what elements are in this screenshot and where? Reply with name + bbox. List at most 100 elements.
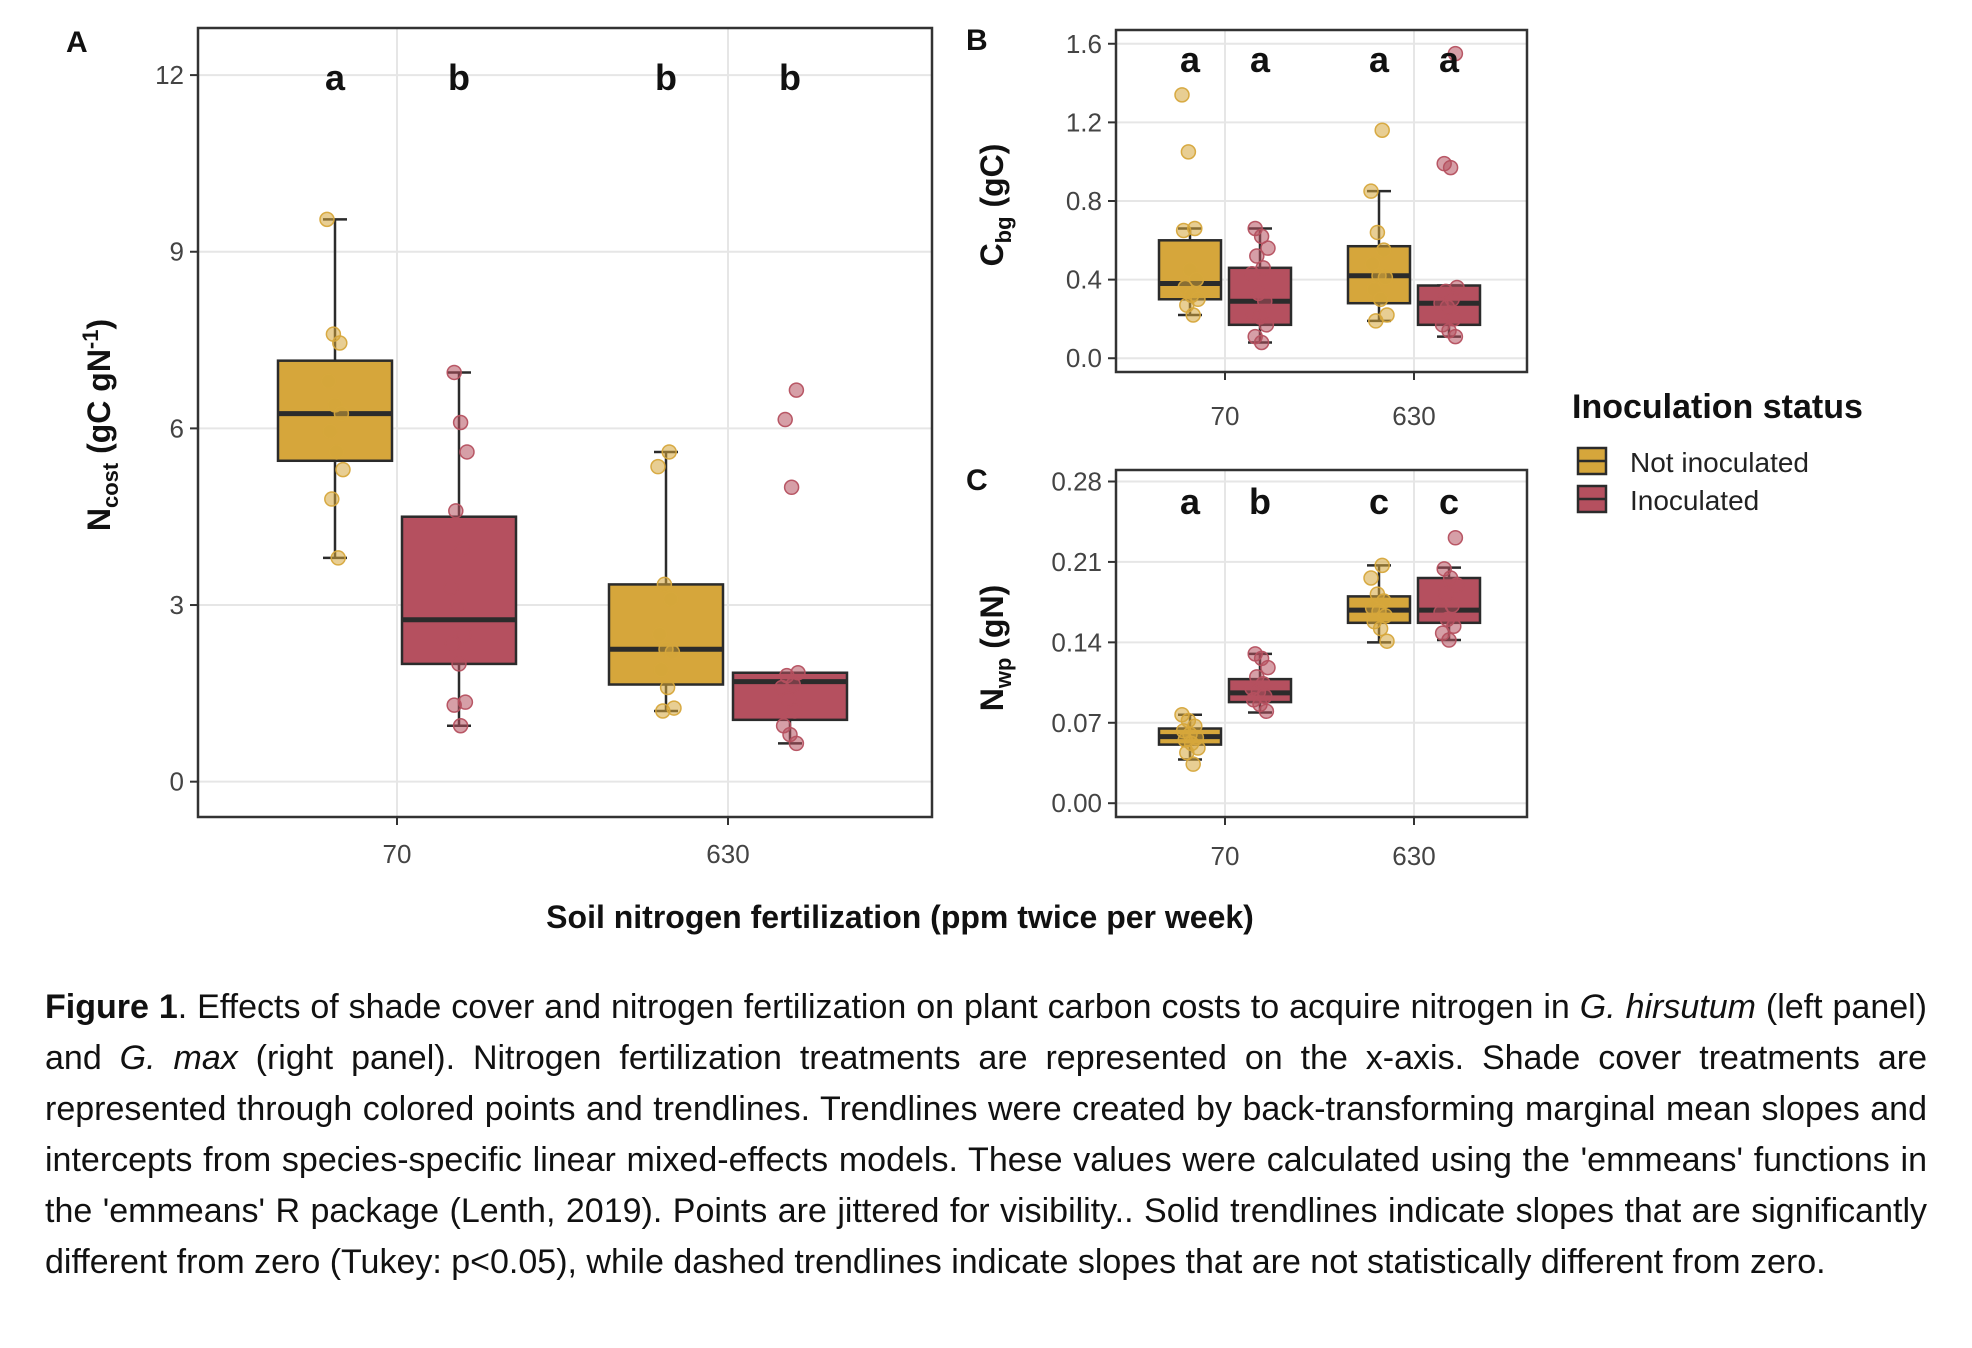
panel-c-label: C [966,464,988,497]
data-point [1446,618,1462,635]
data-point [1253,228,1270,245]
figure-caption: Figure 1. Effects of shade cover and nit… [45,982,1927,1288]
data-point [1377,269,1394,286]
data-point [1257,293,1273,309]
legend-key-not-inoculated [1576,446,1608,476]
significance-letter: b [1249,481,1271,522]
significance-letter: a [1369,39,1390,80]
panel-c-background [1116,470,1527,817]
significance-letter: b [655,57,677,98]
data-point [446,697,462,713]
x-axis-title: Soil nitrogen fertilization (ppm twice p… [546,899,1254,935]
data-point [335,461,351,478]
data-point [663,591,679,607]
data-point [656,576,673,593]
data-point [783,479,800,496]
significance-letter: a [325,57,346,98]
data-point [1374,122,1390,138]
data-point [1374,557,1390,574]
data-point [459,444,475,460]
panel-c-border [1114,468,1529,819]
panel-a-x-tick-label: 70 [383,839,412,869]
data-point [653,662,669,678]
panel-b-y-tick-label: 1.6 [1066,29,1102,59]
panel-c-y-tick-label: 0.00 [1051,788,1102,818]
significance-letter: c [1369,481,1389,522]
panel-b-y-tick-label: 0.4 [1066,265,1102,295]
caption-text-2: (left panel) and [45,988,1928,1077]
caption-species-1: G. hirsutum [1579,988,1756,1026]
caption-label: Figure 1 [45,988,178,1026]
data-point [1372,620,1389,637]
legend-title: Inoculation status [1572,388,1863,426]
significance-letter: a [1180,481,1201,522]
significance-letter: a [1180,39,1201,80]
significance-letter: a [1439,39,1460,80]
box-iqr [276,359,394,463]
data-point [777,411,793,428]
data-point [320,373,337,390]
data-point [443,579,459,596]
data-point [1447,530,1464,546]
data-point [322,423,338,440]
legend-label-inoculated: Inoculated [1630,485,1759,516]
data-point [1260,659,1276,676]
data-point [1372,291,1389,308]
data-point [319,211,335,228]
significance-letter: b [448,57,470,98]
significance-letter: a [1250,39,1271,80]
data-point [1244,265,1260,282]
panel-c-y-tick-label: 0.21 [1051,547,1102,577]
data-point [661,444,677,460]
data-point [1363,183,1379,199]
data-point [787,703,803,719]
data-point [780,691,797,707]
data-point [1188,271,1205,288]
data-point [1253,334,1270,351]
data-point [1363,570,1379,586]
panel-c-x-tick-label: 70 [1211,841,1240,871]
legend-key-inoculated [1576,484,1608,514]
panel-a-y-tick-label: 3 [170,590,184,620]
caption-species-2: G. max [119,1039,238,1077]
panel-b-border [1114,28,1529,374]
data-point [452,414,469,431]
panel-c-x-tick-label: 630 [1392,841,1435,871]
data-point [330,550,346,566]
data-point [451,656,467,672]
data-point [1441,632,1457,648]
panel-b-label: B [966,24,988,57]
legend-label-not-inoculated: Not inoculated [1630,447,1809,478]
figure-canvas: 0 3 6 9 12 70 630 a b b b 0.0 0.4 0.8 1.2 1.6 70 630 a a a a… [66,24,1863,935]
data-point [1258,703,1275,720]
data-point [452,717,469,734]
panel-a-border [196,26,934,819]
panel-a-y-axis-title: Ncost (gC gN-1) [78,319,123,531]
data-point [650,458,666,475]
significance-letter: b [779,57,801,98]
data-point [664,644,681,660]
data-point [449,600,466,616]
data-point [1444,597,1460,614]
panel-a-y-tick-label: 12 [155,60,184,90]
panel-c-y-axis-title: Nwp (gN) [974,585,1016,712]
data-point [448,503,464,519]
panel-a-y-tick-label: 6 [170,413,184,443]
data-point [454,541,470,557]
panel-a-y-tick-label: 9 [170,237,184,267]
panel-a-x-tick-label: 630 [706,839,749,869]
data-point [1258,317,1275,333]
panel-b-y-axis-title: Cbg (gC) [974,144,1016,267]
panel-c-y-tick-label: 0.07 [1051,708,1102,738]
data-point [1447,328,1464,345]
data-point [328,444,345,460]
data-point [1249,248,1265,264]
panel-c-y-tick-label: 0.14 [1051,627,1102,657]
data-point [1364,256,1381,272]
data-point [1185,756,1201,772]
data-point [1379,633,1395,649]
panel-c-y-tick-label: 0.28 [1051,466,1102,496]
data-point [1174,87,1190,103]
data-point [446,364,462,381]
data-point [1175,222,1192,239]
